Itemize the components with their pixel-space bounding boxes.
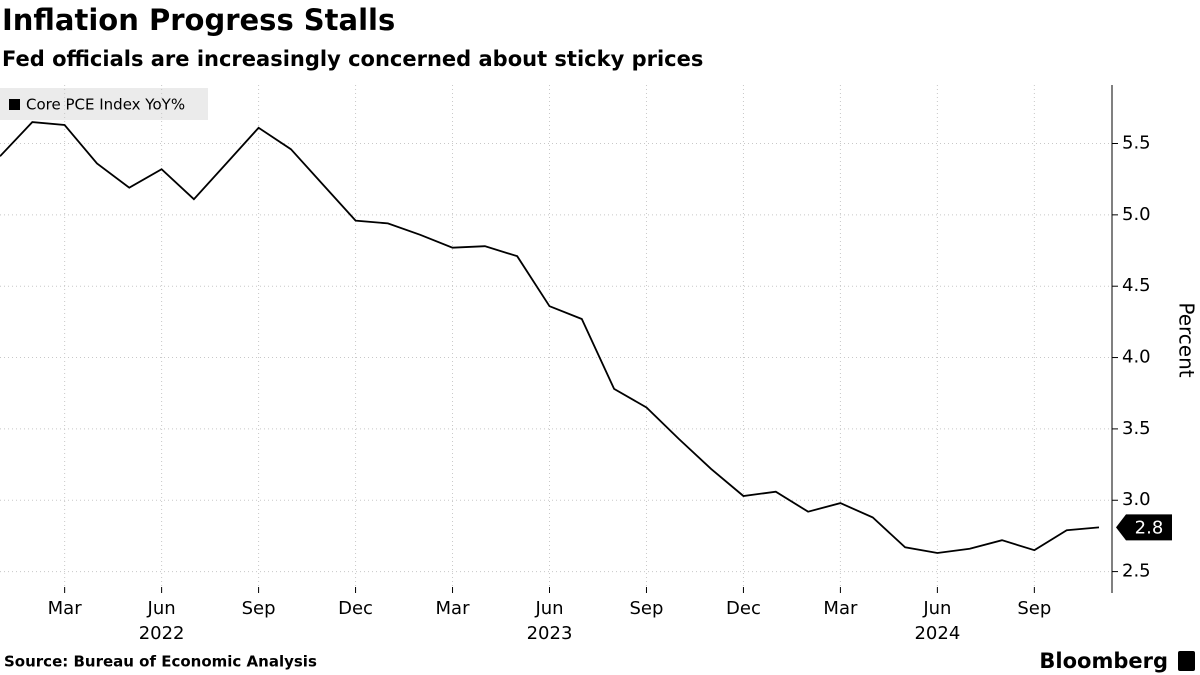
x-tick-label: Jun <box>147 598 176 619</box>
y-axis-label: Percent <box>1175 302 1199 377</box>
last-value-tag <box>1116 514 1172 541</box>
y-tick-label: 5.0 <box>1122 204 1151 225</box>
y-tick-label: 4.5 <box>1122 275 1151 296</box>
legend-swatch <box>9 99 20 110</box>
x-tick-label: Mar <box>823 598 858 619</box>
source: Source: Bureau of Economic Analysis <box>4 653 317 671</box>
x-year-label: 2022 <box>139 623 185 644</box>
y-tick-label: 3.5 <box>1122 418 1151 439</box>
x-year-label: 2024 <box>914 623 960 644</box>
y-tick-label: 4.0 <box>1122 347 1151 368</box>
y-tick-label: 5.5 <box>1122 133 1151 154</box>
y-tick-label: 2.5 <box>1122 561 1151 582</box>
x-year-label: 2023 <box>527 623 573 644</box>
y-tick-label: 3.0 <box>1122 489 1151 510</box>
series-line <box>0 121 1100 554</box>
logo: Bloomberg <box>1039 649 1168 673</box>
x-tick-label: Sep <box>630 598 664 619</box>
x-tick-label: Mar <box>436 598 471 619</box>
x-tick-label: Sep <box>242 598 276 619</box>
last-value-label: 2.8 <box>1135 517 1164 538</box>
x-tick-label: Dec <box>726 598 761 619</box>
legend-label: Core PCE Index YoY% <box>26 96 185 114</box>
x-tick-label: Mar <box>48 598 83 619</box>
x-tick-label: Jun <box>922 598 951 619</box>
legend-box <box>0 88 208 120</box>
logo-icon <box>1178 651 1195 671</box>
chart-subtitle: Fed officials are increasingly concerned… <box>2 47 703 71</box>
x-tick-label: Jun <box>534 598 563 619</box>
chart-title: Inflation Progress Stalls <box>2 3 395 37</box>
x-tick-label: Dec <box>338 598 373 619</box>
x-tick-label: Sep <box>1017 598 1051 619</box>
